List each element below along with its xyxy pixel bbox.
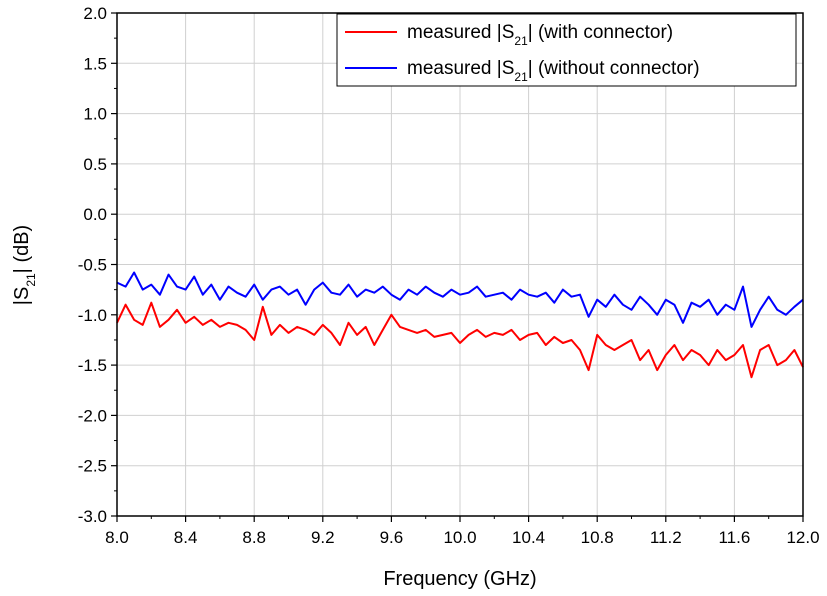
legend-label-with-connector: measured |S21| (with connector): [407, 22, 673, 48]
x-tick-label: 10.0: [443, 528, 476, 547]
legend-without-post: | (without connector): [528, 58, 700, 79]
x-tick-label: 8.0: [105, 528, 129, 547]
x-tick-labels: 8.0 8.4 8.8 9.2 9.6 10.0 10.4 10.8 11.2 11.6 12.0: [105, 528, 819, 547]
ticks: [111, 12, 804, 522]
y-axis-title-pre: |S: [11, 287, 33, 306]
legend-label-without-connector: measured |S21| (without connector): [407, 58, 700, 84]
series-layer: [116, 271, 804, 379]
legend-with-post: | (with connector): [528, 22, 673, 43]
y-axis-title: |S21| (dB): [11, 225, 38, 305]
y-tick-labels: 2.0 1.5 1.0 0.5 0.0 -0.5 -1.0 -1.5 -2.0 -2.5 -3.0: [78, 4, 107, 526]
legend-without-sub: 21: [514, 70, 528, 84]
y-tick-label: -0.5: [78, 256, 107, 275]
legend-with-pre: measured |S: [407, 22, 514, 43]
x-tick-label: 11.6: [718, 528, 750, 547]
x-tick-label: 8.8: [242, 528, 266, 547]
y-tick-label: -1.0: [78, 306, 107, 325]
y-tick-label: -3.0: [78, 507, 107, 526]
y-tick-label: 1.5: [83, 54, 107, 73]
grid: [117, 13, 803, 516]
x-tick-label: 8.4: [174, 528, 198, 547]
y-tick-label: -2.5: [78, 457, 107, 476]
y-tick-label: 1.0: [83, 105, 107, 124]
x-tick-label: 9.6: [380, 528, 404, 547]
y-axis-title-post: | (dB): [11, 225, 33, 274]
y-tick-label: -2.0: [78, 406, 107, 425]
series-line-without-connector: [116, 271, 804, 328]
x-tick-label: 10.8: [581, 528, 614, 547]
x-tick-label: 9.2: [311, 528, 335, 547]
y-tick-label: 0.0: [83, 205, 107, 224]
legend: measured |S21| (with connector) measured…: [336, 13, 797, 87]
legend-without-pre: measured |S: [407, 58, 514, 79]
y-axis-title-sub: 21: [24, 273, 38, 287]
series-line-with-connector: [116, 301, 804, 379]
y-tick-label: 2.0: [83, 4, 107, 23]
legend-box: [336, 13, 797, 87]
x-tick-label: 11.2: [650, 528, 682, 547]
x-tick-label: 10.4: [512, 528, 545, 547]
legend-with-sub: 21: [514, 34, 528, 48]
x-tick-label: 12.0: [786, 528, 819, 547]
y-tick-label: -1.5: [78, 356, 107, 375]
y-tick-label: 0.5: [83, 155, 107, 174]
x-axis-title: Frequency (GHz): [383, 568, 536, 590]
